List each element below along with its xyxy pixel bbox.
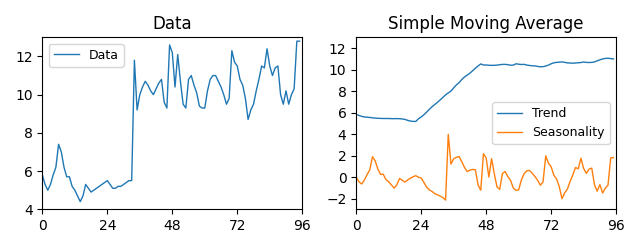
Seasonality	[444, 133, 452, 136]
Trend	[388, 117, 396, 120]
Seasonality	[593, 190, 601, 193]
Line: Trend: Trend	[356, 58, 613, 122]
Seasonality	[468, 168, 476, 171]
Trend	[428, 105, 436, 108]
Trend	[609, 58, 617, 61]
Trend	[466, 72, 474, 75]
Legend: Trend, Seasonality: Trend, Seasonality	[492, 102, 610, 144]
Title: Data: Data	[152, 15, 192, 33]
Trend	[604, 57, 612, 60]
Trend	[412, 120, 420, 123]
Seasonality	[388, 184, 396, 186]
Trend	[485, 64, 493, 67]
Line: Seasonality: Seasonality	[356, 134, 613, 200]
Seasonality	[609, 156, 617, 159]
Trend	[493, 63, 501, 66]
Title: Simple Moving Average: Simple Moving Average	[388, 15, 584, 33]
Seasonality	[426, 188, 433, 191]
Seasonality	[488, 157, 495, 160]
Seasonality	[353, 176, 360, 179]
Trend	[591, 61, 598, 63]
Seasonality	[442, 199, 449, 202]
Legend: Data: Data	[49, 44, 124, 66]
Seasonality	[496, 188, 504, 191]
Trend	[353, 113, 360, 116]
